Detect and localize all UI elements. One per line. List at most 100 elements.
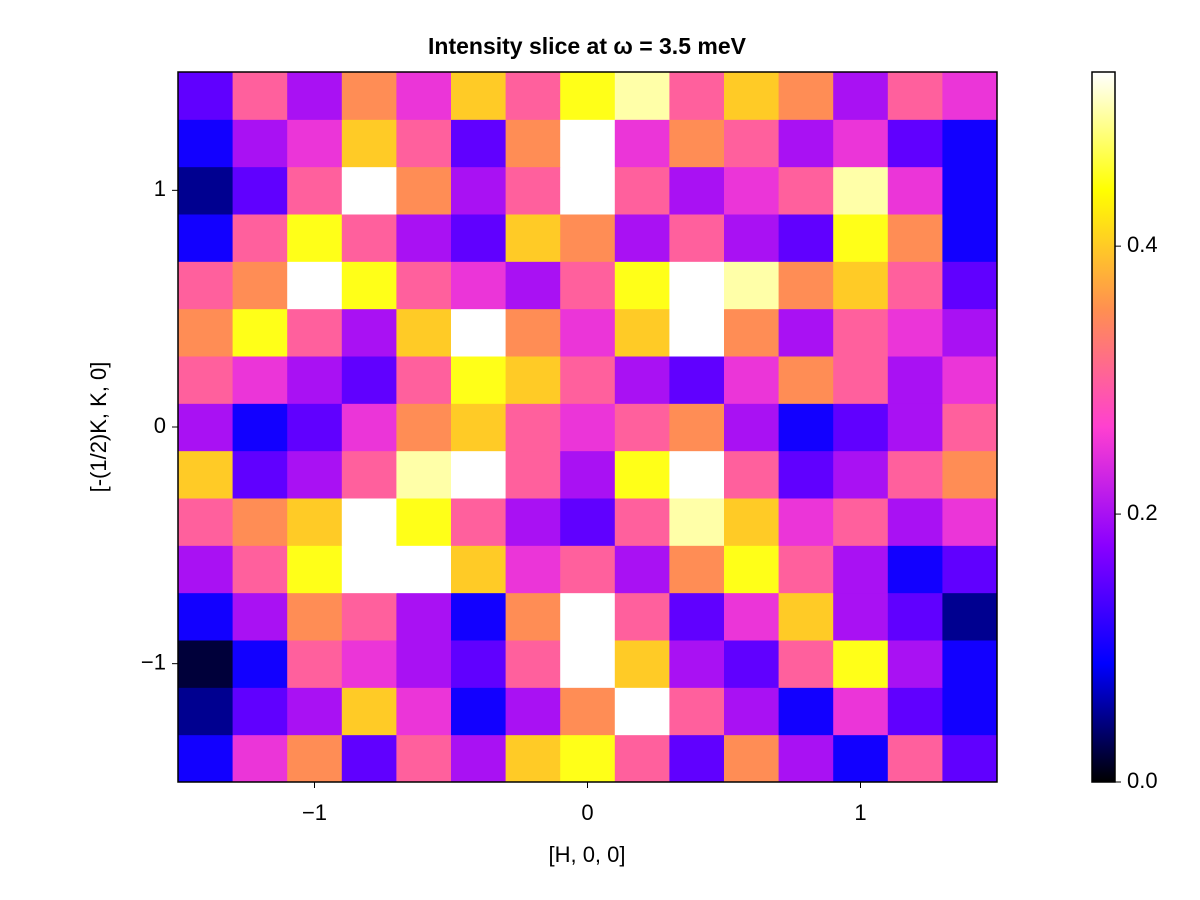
heatmap-cell [669, 498, 725, 546]
heatmap-cell [341, 498, 397, 546]
heatmap-cell [396, 119, 452, 168]
heatmap-cell [396, 214, 452, 262]
heatmap-cell [560, 166, 616, 215]
heatmap-cell [669, 592, 725, 641]
heatmap-cell [887, 640, 943, 688]
heatmap-cell [833, 592, 889, 641]
heatmap-cell [942, 498, 998, 546]
heatmap-cell [178, 72, 234, 120]
heatmap-cell [887, 687, 943, 736]
heatmap-cell [287, 72, 343, 120]
heatmap-cell [451, 308, 507, 357]
heatmap-cell [505, 592, 561, 641]
heatmap-cell [396, 166, 452, 215]
heatmap-cell [178, 166, 234, 215]
heatmap-cell [724, 308, 780, 357]
heatmap-cell [232, 687, 288, 736]
heatmap-cell [778, 214, 834, 262]
heatmap-cell [669, 308, 725, 357]
heatmap-cell [560, 450, 616, 499]
heatmap-cell [287, 734, 343, 783]
heatmap-cell [942, 308, 998, 357]
heatmap-cell [341, 734, 397, 783]
heatmap-cell [560, 72, 616, 120]
heatmap-cell [942, 166, 998, 215]
heatmap-cell [614, 72, 670, 120]
heatmap-cell [724, 545, 780, 594]
heatmap-cell [505, 72, 561, 120]
heatmap-cell [287, 498, 343, 546]
heatmap-cell [341, 214, 397, 262]
heatmap-cell [942, 403, 998, 452]
heatmap-cell [778, 308, 834, 357]
heatmap-cell [287, 403, 343, 452]
heatmap-cell [724, 592, 780, 641]
heatmap-cell [833, 214, 889, 262]
heatmap-cell [833, 308, 889, 357]
heatmap-cell [505, 498, 561, 546]
heatmap-cell [942, 356, 998, 404]
heatmap-cell [724, 687, 780, 736]
heatmap-cell [942, 72, 998, 120]
heatmap-cell [396, 545, 452, 594]
heatmap-cell [778, 545, 834, 594]
x-axis-label: [H, 0, 0] [548, 842, 625, 867]
heatmap-cell [778, 356, 834, 404]
heatmap-cell [451, 450, 507, 499]
heatmap-cell [778, 261, 834, 310]
heatmap-cell [396, 356, 452, 404]
heatmap-cell [287, 687, 343, 736]
heatmap-cell [396, 450, 452, 499]
heatmap-cell [833, 640, 889, 688]
heatmap-cell [778, 119, 834, 168]
heatmap-cell [560, 356, 616, 404]
heatmap-cell [451, 545, 507, 594]
heatmap-cell [724, 166, 780, 215]
heatmap-cell [341, 450, 397, 499]
heatmap-cell [614, 498, 670, 546]
heatmap-cell [942, 119, 998, 168]
heatmap-cell [178, 498, 234, 546]
heatmap-cell [178, 403, 234, 452]
heatmap-cell [724, 261, 780, 310]
heatmap-cell [778, 498, 834, 546]
heatmap-cell [178, 261, 234, 310]
heatmap-cell [396, 640, 452, 688]
heatmap-cell [178, 687, 234, 736]
heatmap-cell [287, 545, 343, 594]
heatmap-cell [833, 356, 889, 404]
heatmap-cell [724, 734, 780, 783]
heatmap-cell [451, 640, 507, 688]
heatmap-cell [451, 498, 507, 546]
heatmap-cell [505, 545, 561, 594]
heatmap-cell [287, 640, 343, 688]
heatmap-cell [887, 119, 943, 168]
heatmap-cell [833, 498, 889, 546]
heatmap-cell [451, 214, 507, 262]
heatmap-cell [724, 214, 780, 262]
heatmap-cell [560, 308, 616, 357]
heatmap-cell [560, 592, 616, 641]
heatmap-cell [833, 72, 889, 120]
heatmap-cell [396, 498, 452, 546]
heatmap-cell [232, 592, 288, 641]
heatmap-cell [341, 166, 397, 215]
y-axis-label: [-(1/2)K, K, 0] [86, 362, 111, 493]
heatmap-cell [178, 450, 234, 499]
heatmap-cell [451, 72, 507, 120]
heatmap-cell [724, 403, 780, 452]
heatmap-cell [887, 450, 943, 499]
heatmap-cell [341, 308, 397, 357]
heatmap-cell [614, 734, 670, 783]
heatmap-cell [669, 545, 725, 594]
y-tick-label: 0 [154, 413, 166, 438]
heatmap-cell [778, 450, 834, 499]
heatmap-cell [942, 734, 998, 783]
heatmap-cell [451, 356, 507, 404]
heatmap-cell [341, 119, 397, 168]
heatmap-cell [287, 450, 343, 499]
y-tick-label: −1 [141, 649, 166, 674]
heatmap-cell [942, 687, 998, 736]
heatmap-cell [178, 734, 234, 783]
